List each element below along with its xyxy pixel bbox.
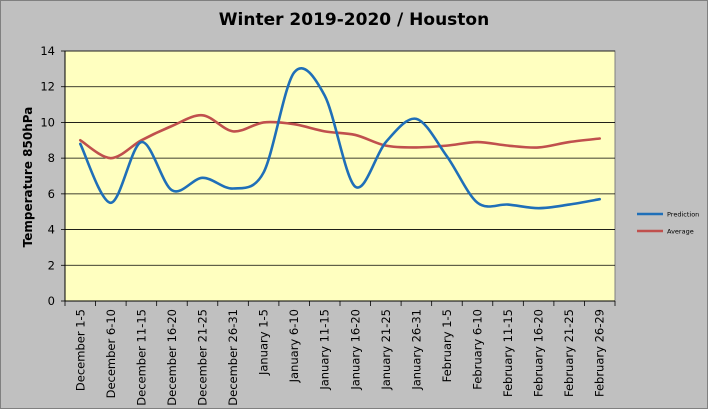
x-tick-label: February 26-29 (593, 309, 607, 397)
y-tick-label: 12 (40, 80, 55, 94)
y-tick-label: 14 (40, 44, 55, 58)
x-tick-label: February 11-15 (501, 309, 515, 397)
y-tick-label: 8 (48, 151, 55, 165)
x-tick-label: December 21-25 (196, 309, 210, 406)
legend-label-average: Average (667, 228, 694, 236)
x-tick-label: December 11-15 (134, 309, 148, 406)
series-line-prediction (78, 67, 602, 210)
chart-title: Winter 2019-2020 / Houston (218, 10, 490, 30)
x-tick-label: December 16-20 (165, 309, 179, 406)
y-tick-label: 10 (40, 115, 55, 129)
x-tick-label: February 16-20 (532, 309, 546, 397)
x-tick-label: January 21-25 (379, 309, 393, 391)
x-tick-label: January 1-5 (257, 309, 271, 376)
x-tick-label: January 16-20 (348, 309, 362, 391)
x-tick-label: February 21-25 (562, 309, 576, 397)
x-tick-label: December 26-31 (226, 309, 240, 406)
y-tick-label: 4 (48, 223, 55, 237)
x-tick-label: December 6-10 (104, 309, 118, 398)
y-tick-label: 2 (48, 258, 55, 272)
x-tick-label: February 6-10 (471, 309, 485, 390)
x-tick-label: January 26-31 (409, 309, 423, 391)
x-tick-label: February 1-5 (440, 309, 454, 382)
plot-area (64, 50, 616, 302)
y-tick-label: 6 (48, 187, 55, 201)
y-tick-label: 0 (48, 294, 55, 308)
x-tick-label: December 1-5 (73, 309, 87, 391)
x-tick-label: January 11-15 (318, 309, 332, 391)
legend-label-prediction: Prediction (667, 211, 699, 219)
x-tick-label: January 6-10 (287, 309, 301, 383)
series-line-average (78, 113, 602, 160)
